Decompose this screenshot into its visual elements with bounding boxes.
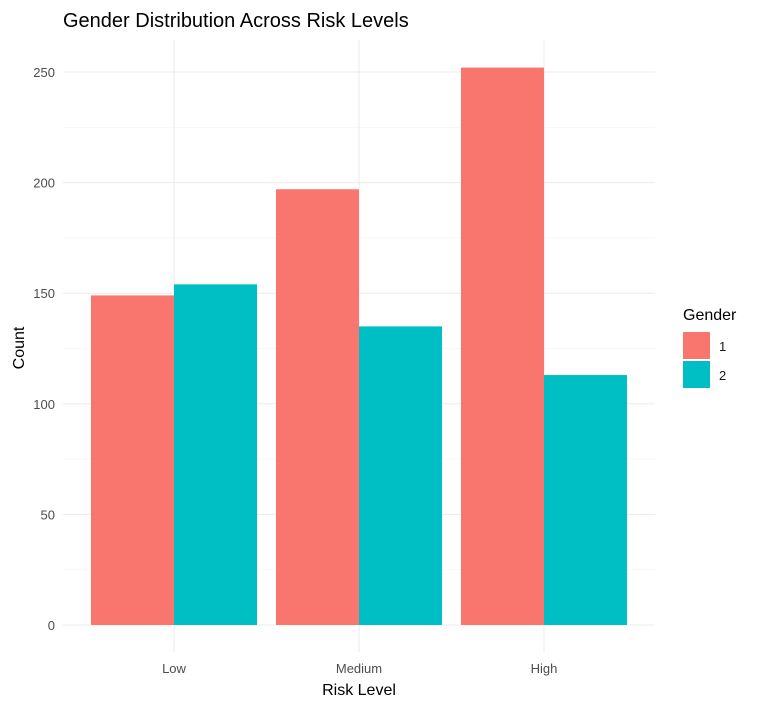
x-tick-label: Low <box>162 661 186 676</box>
bar-medium-gender-1 <box>276 189 359 625</box>
legend-title: Gender <box>683 307 737 324</box>
bars <box>91 67 627 626</box>
legend-key-1 <box>683 332 710 359</box>
bar-low-gender-1 <box>91 295 174 625</box>
x-axis-ticks: Low Medium High <box>162 661 557 676</box>
legend-label: 1 <box>719 339 726 354</box>
bar-high-gender-2 <box>544 375 627 625</box>
y-tick-label: 250 <box>33 65 55 80</box>
bar-high-gender-1 <box>461 67 544 626</box>
chart-title: Gender Distribution Across Risk Levels <box>63 10 409 32</box>
legend-key-2 <box>683 361 710 388</box>
y-tick-label: 150 <box>33 286 55 301</box>
x-tick-label: Medium <box>336 661 382 676</box>
y-tick-label: 200 <box>33 176 55 191</box>
bar-medium-gender-2 <box>359 326 442 625</box>
bar-low-gender-2 <box>174 284 257 625</box>
legend: Gender 1 2 <box>683 307 737 388</box>
x-tick-label: High <box>531 661 558 676</box>
y-axis-ticks: 0 50 100 150 200 250 <box>33 65 55 633</box>
y-tick-label: 0 <box>48 618 55 633</box>
y-tick-label: 50 <box>41 507 55 522</box>
legend-label: 2 <box>719 368 726 383</box>
y-axis-title: Count <box>11 326 28 369</box>
y-tick-label: 100 <box>33 397 55 412</box>
x-axis-title: Risk Level <box>322 682 396 699</box>
